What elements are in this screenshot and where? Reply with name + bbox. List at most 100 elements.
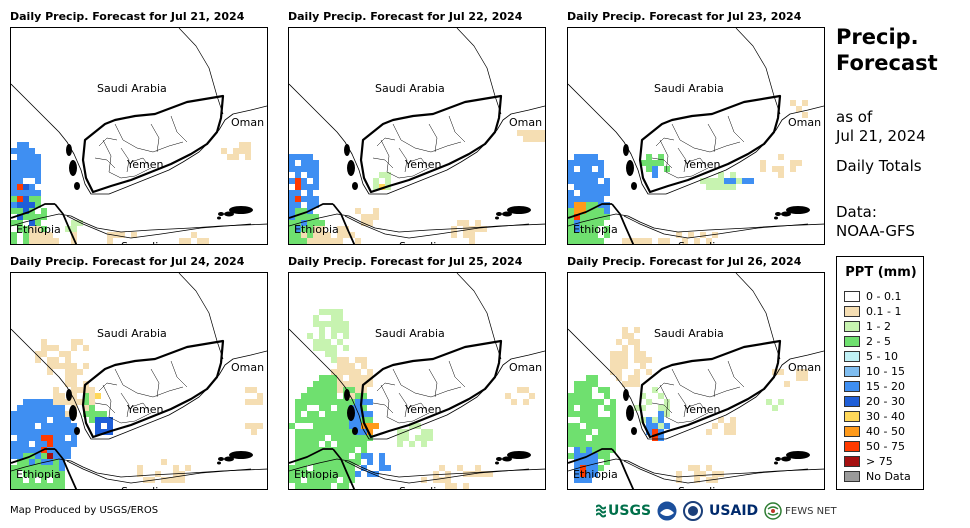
legend-swatch [844, 455, 860, 467]
as-of-line-1: as of [836, 108, 873, 126]
forecast-map: Saudi Arabia Oman Yemen Ethiopia Somalia [10, 27, 268, 245]
somalia-label: Somalia [678, 485, 722, 489]
oman-label: Oman [788, 361, 821, 374]
ethiopia-label: Ethiopia [16, 468, 61, 481]
forecast-map: Saudi Arabia Oman Yemen Ethiopia Somalia [567, 272, 825, 490]
oman-label: Oman [231, 116, 264, 129]
somalia-label: Somalia [121, 485, 165, 489]
fewsnet-logo-text: FEWS NET [785, 505, 837, 517]
legend-item: 10 - 15 [844, 364, 905, 378]
daily-totals-label: Daily Totals [836, 157, 922, 175]
legend-swatch [844, 350, 860, 362]
data-source-label: Data: NOAA-GFS [836, 203, 915, 241]
legend-swatch [844, 320, 860, 332]
ethiopia-label: Ethiopia [294, 223, 339, 236]
legend-item: 0 - 0.1 [844, 289, 901, 303]
legend-label: 2 - 5 [866, 334, 891, 348]
globe-icon [764, 502, 782, 520]
legend-swatch [844, 365, 860, 377]
forecast-map: Saudi Arabia Oman Yemen Ethiopia Somalia [288, 272, 546, 490]
legend-title: PPT (mm) [845, 265, 917, 280]
legend-item: No Data [844, 469, 911, 483]
logo-bar: USGS USAID FEWS NET [596, 498, 843, 524]
usaid-logo: USAID [709, 503, 758, 519]
legend-swatch [844, 410, 860, 422]
ethiopia-label: Ethiopia [294, 468, 339, 481]
saudi-arabia-label: Saudi Arabia [97, 327, 167, 340]
legend-swatch [844, 380, 860, 392]
oman-label: Oman [231, 361, 264, 374]
ethiopia-label: Ethiopia [573, 223, 618, 236]
legend-label: No Data [866, 469, 911, 483]
fewsnet-logo: FEWS NET [764, 502, 837, 520]
panel-title: Daily Precip. Forecast for Jul 26, 2024 [567, 255, 802, 268]
legend-label: 0.1 - 1 [866, 304, 902, 318]
legend-item: 1 - 2 [844, 319, 891, 333]
as-of-date: Jul 21, 2024 [836, 127, 926, 145]
forecast-panel: Daily Precip. Forecast for Jul 26, 2024 S… [567, 255, 825, 491]
panel-title: Daily Precip. Forecast for Jul 25, 2024 [288, 255, 523, 268]
forecast-map: Saudi Arabia Oman Yemen Ethiopia Somalia [10, 272, 268, 490]
legend-label: 0 - 0.1 [866, 289, 902, 303]
title-line-2: Forecast [836, 51, 938, 75]
legend-label: 40 - 50 [866, 424, 905, 438]
legend-item: 30 - 40 [844, 409, 905, 423]
panel-title: Daily Precip. Forecast for Jul 23, 2024 [567, 10, 802, 23]
legend-item: 40 - 50 [844, 424, 905, 438]
usgs-logo-text: USGS [608, 503, 652, 519]
forecast-panel: Daily Precip. Forecast for Jul 22, 2024 S… [288, 10, 546, 246]
panel-title: Daily Precip. Forecast for Jul 24, 2024 [10, 255, 245, 268]
legend-swatch [844, 470, 860, 482]
panel-title: Daily Precip. Forecast for Jul 21, 2024 [10, 10, 245, 23]
forecast-panel: Daily Precip. Forecast for Jul 23, 2024 S… [567, 10, 825, 246]
page-title: Precip. Forecast [836, 24, 966, 76]
saudi-arabia-label: Saudi Arabia [654, 327, 724, 340]
noaa-logo [657, 501, 677, 521]
ethiopia-label: Ethiopia [573, 468, 618, 481]
legend-item: > 75 [844, 454, 893, 468]
forecast-map: Saudi Arabia Oman Yemen Ethiopia Somalia [567, 27, 825, 245]
oman-label: Oman [509, 361, 542, 374]
somalia-label: Somalia [399, 240, 443, 244]
oman-label: Oman [509, 116, 542, 129]
legend-label: 10 - 15 [866, 364, 905, 378]
data-source-line-1: Data: [836, 203, 877, 221]
saudi-arabia-label: Saudi Arabia [97, 82, 167, 95]
forecast-panel: Daily Precip. Forecast for Jul 25, 2024 S… [288, 255, 546, 491]
legend-item: 0.1 - 1 [844, 304, 901, 318]
yemen-label: Yemen [404, 403, 442, 416]
forecast-map: Saudi Arabia Oman Yemen Ethiopia Somalia [288, 27, 546, 245]
ethiopia-label: Ethiopia [16, 223, 61, 236]
usgs-logo: USGS [596, 503, 651, 519]
legend-label: 15 - 20 [866, 379, 905, 393]
yemen-label: Yemen [683, 403, 721, 416]
legend-label: 50 - 75 [866, 439, 905, 453]
legend-item: 15 - 20 [844, 379, 905, 393]
precip-cells [568, 100, 808, 244]
precip-cells [568, 327, 808, 483]
usaid-logo-text: USAID [709, 503, 759, 519]
forecast-panel: Daily Precip. Forecast for Jul 24, 2024 S… [10, 255, 268, 491]
saudi-arabia-label: Saudi Arabia [375, 82, 445, 95]
legend-label: 1 - 2 [866, 319, 891, 333]
legend-swatch [844, 425, 860, 437]
forecast-panel: Daily Precip. Forecast for Jul 21, 2024 S… [10, 10, 268, 246]
title-line-1: Precip. [836, 25, 919, 49]
yemen-label: Yemen [683, 158, 721, 171]
legend-label: > 75 [866, 454, 893, 468]
oman-label: Oman [788, 116, 821, 129]
saudi-arabia-label: Saudi Arabia [654, 82, 724, 95]
legend-swatch [844, 395, 860, 407]
legend-swatch [844, 290, 860, 302]
as-of-label: as of Jul 21, 2024 [836, 108, 926, 146]
somalia-label: Somalia [678, 240, 722, 244]
legend-item: 5 - 10 [844, 349, 898, 363]
somalia-label: Somalia [121, 240, 165, 244]
seal-icon [683, 501, 704, 521]
map-credit: Map Produced by USGS/EROS [10, 505, 159, 516]
yemen-label: Yemen [126, 158, 164, 171]
legend-swatch [844, 335, 860, 347]
data-source-line-2: NOAA-GFS [836, 222, 915, 240]
legend-label: 5 - 10 [866, 349, 898, 363]
